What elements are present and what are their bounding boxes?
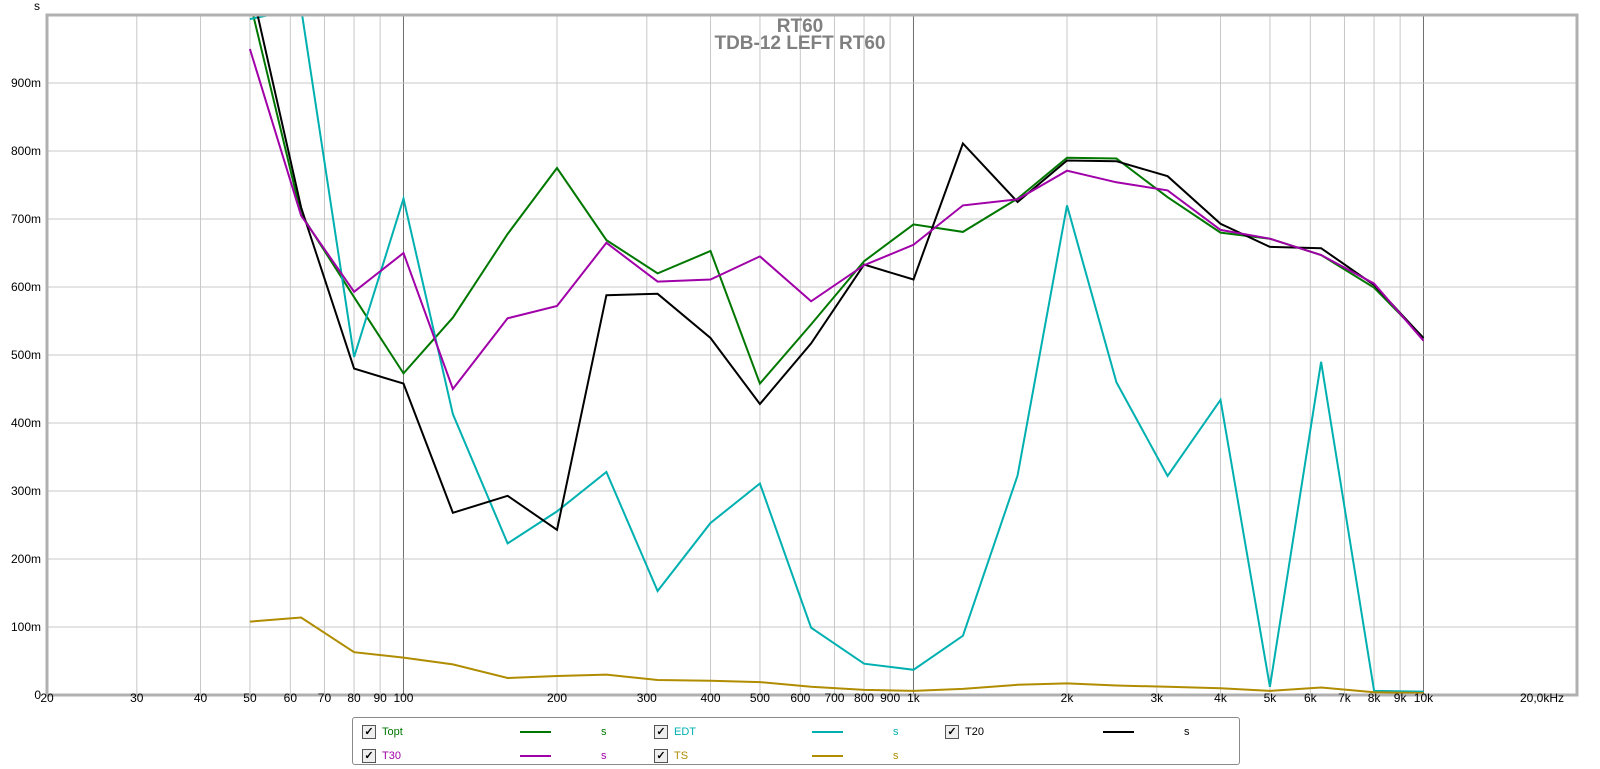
x-tick-label: 70 xyxy=(318,691,332,705)
chart-subtitle: TDB-12 LEFT RT60 xyxy=(714,33,885,54)
x-tick-label: 2k xyxy=(1061,691,1075,705)
x-unit-label: 20,0kHz xyxy=(1520,691,1564,705)
legend-swatch xyxy=(1103,731,1134,733)
x-tick-label: 700 xyxy=(824,691,844,705)
x-tick-label: 800 xyxy=(854,691,874,705)
x-tick-label: 3k xyxy=(1150,691,1164,705)
legend: ✓ Topt s ✓ EDT s ✓ T20 s ✓ T30 s ✓ TS s xyxy=(352,717,1240,765)
y-tick-label: 500m xyxy=(11,348,41,362)
legend-unit: s xyxy=(1184,726,1190,738)
x-tick-label: 8k xyxy=(1368,691,1382,705)
legend-unit: s xyxy=(893,726,899,738)
x-tick-label: 500 xyxy=(750,691,770,705)
y-tick-label: 300m xyxy=(11,484,41,498)
y-tick-label: 100m xyxy=(11,620,41,634)
legend-swatch xyxy=(812,731,843,733)
y-tick-label: 700m xyxy=(11,212,41,226)
legend-label: TS xyxy=(674,750,689,762)
legend-swatch xyxy=(812,755,843,757)
x-tick-label: 80 xyxy=(347,691,361,705)
legend-label: EDT xyxy=(674,726,696,738)
axis-labels: 20 30 40 50 60 70 80 90 100 200 300 400 500 600 700 800… xyxy=(11,76,1434,705)
y-unit-label: s xyxy=(34,0,40,13)
x-tick-label: 10k xyxy=(1414,691,1434,705)
x-tick-label: 7k xyxy=(1338,691,1352,705)
legend-swatch xyxy=(520,731,551,733)
y-tick-label: 900m xyxy=(11,76,41,90)
x-tick-label: 40 xyxy=(194,691,208,705)
chart-title: RT60 xyxy=(777,16,823,37)
x-tick-label: 30 xyxy=(130,691,144,705)
series-topt-line xyxy=(252,15,1425,386)
legend-checkbox[interactable]: ✓ xyxy=(654,725,668,739)
legend-unit: s xyxy=(893,750,899,762)
legend-unit: s xyxy=(601,750,607,762)
legend-unit: s xyxy=(601,726,607,738)
legend-checkbox[interactable]: ✓ xyxy=(362,749,376,763)
legend-swatch xyxy=(520,755,551,757)
series-edt-line xyxy=(249,15,1424,693)
grid xyxy=(47,15,1577,695)
y-tick-label: 400m xyxy=(11,416,41,430)
legend-label: T30 xyxy=(382,750,401,762)
x-tick-label: 60 xyxy=(284,691,298,705)
legend-checkbox[interactable]: ✓ xyxy=(362,725,376,739)
x-tick-label: 1k xyxy=(907,691,921,705)
x-tick-label: 9k xyxy=(1394,691,1408,705)
y-tick-label: 600m xyxy=(11,280,41,294)
legend-checkbox[interactable]: ✓ xyxy=(945,725,959,739)
x-tick-label: 20 xyxy=(40,691,54,705)
x-tick-label: 100 xyxy=(393,691,413,705)
series-lines xyxy=(248,15,1425,694)
y-tick-label: 200m xyxy=(11,552,41,566)
series-t20-line xyxy=(256,15,1425,532)
plot-border xyxy=(45,13,1579,697)
y-tick-label: 800m xyxy=(11,144,41,158)
x-tick-label: 300 xyxy=(637,691,657,705)
x-tick-label: 200 xyxy=(547,691,567,705)
y-tick-label: 0 xyxy=(34,688,41,702)
legend-label: T20 xyxy=(965,726,984,738)
x-tick-label: 5k xyxy=(1264,691,1278,705)
series-t30-line xyxy=(248,48,1425,392)
x-tick-label: 50 xyxy=(243,691,257,705)
x-tick-label: 900 xyxy=(880,691,900,705)
x-tick-label: 400 xyxy=(701,691,721,705)
x-tick-label: 600 xyxy=(790,691,810,705)
legend-checkbox[interactable]: ✓ xyxy=(654,749,668,763)
legend-label: Topt xyxy=(382,726,403,738)
x-tick-label: 4k xyxy=(1214,691,1228,705)
series-ts-line xyxy=(249,616,1424,694)
x-tick-label: 6k xyxy=(1304,691,1318,705)
x-tick-label: 90 xyxy=(373,691,387,705)
